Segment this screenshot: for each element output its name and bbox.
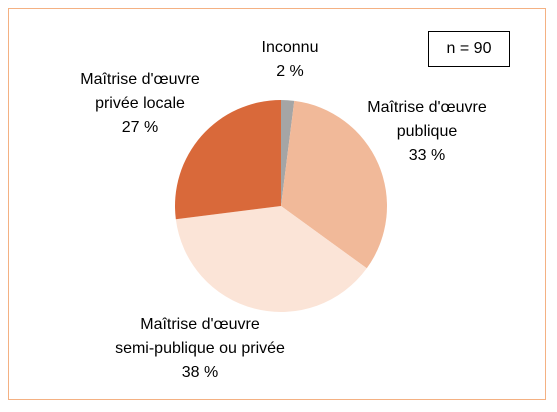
slice-label: Maîtrise d'œuvre privée locale 27 %: [20, 68, 260, 140]
value-label: 38 %: [181, 364, 219, 381]
category-label: Maîtrise d'œuvre privée locale: [80, 71, 200, 112]
slice-label: Inconnu 2 %: [170, 36, 410, 84]
value-label: 27 %: [121, 119, 159, 136]
pie-slice: [175, 206, 367, 312]
category-label: Inconnu: [261, 39, 319, 56]
slice-label: Maîtrise d'œuvre publique 33 %: [307, 96, 547, 168]
category-label: Maîtrise d'œuvre publique: [367, 99, 487, 140]
frame: [8, 8, 546, 400]
pie-slice: [281, 100, 387, 269]
value-label: 2 %: [276, 63, 304, 80]
category-label: Maîtrise d'œuvre semi-publique ou privée: [115, 316, 285, 357]
slice-label: Maîtrise d'œuvre semi-publique ou privée…: [80, 313, 320, 385]
pie-slice: [175, 100, 281, 220]
value-label: 33 %: [408, 147, 446, 164]
pie-slice: [281, 100, 295, 206]
annotation: n = 90: [428, 31, 510, 67]
